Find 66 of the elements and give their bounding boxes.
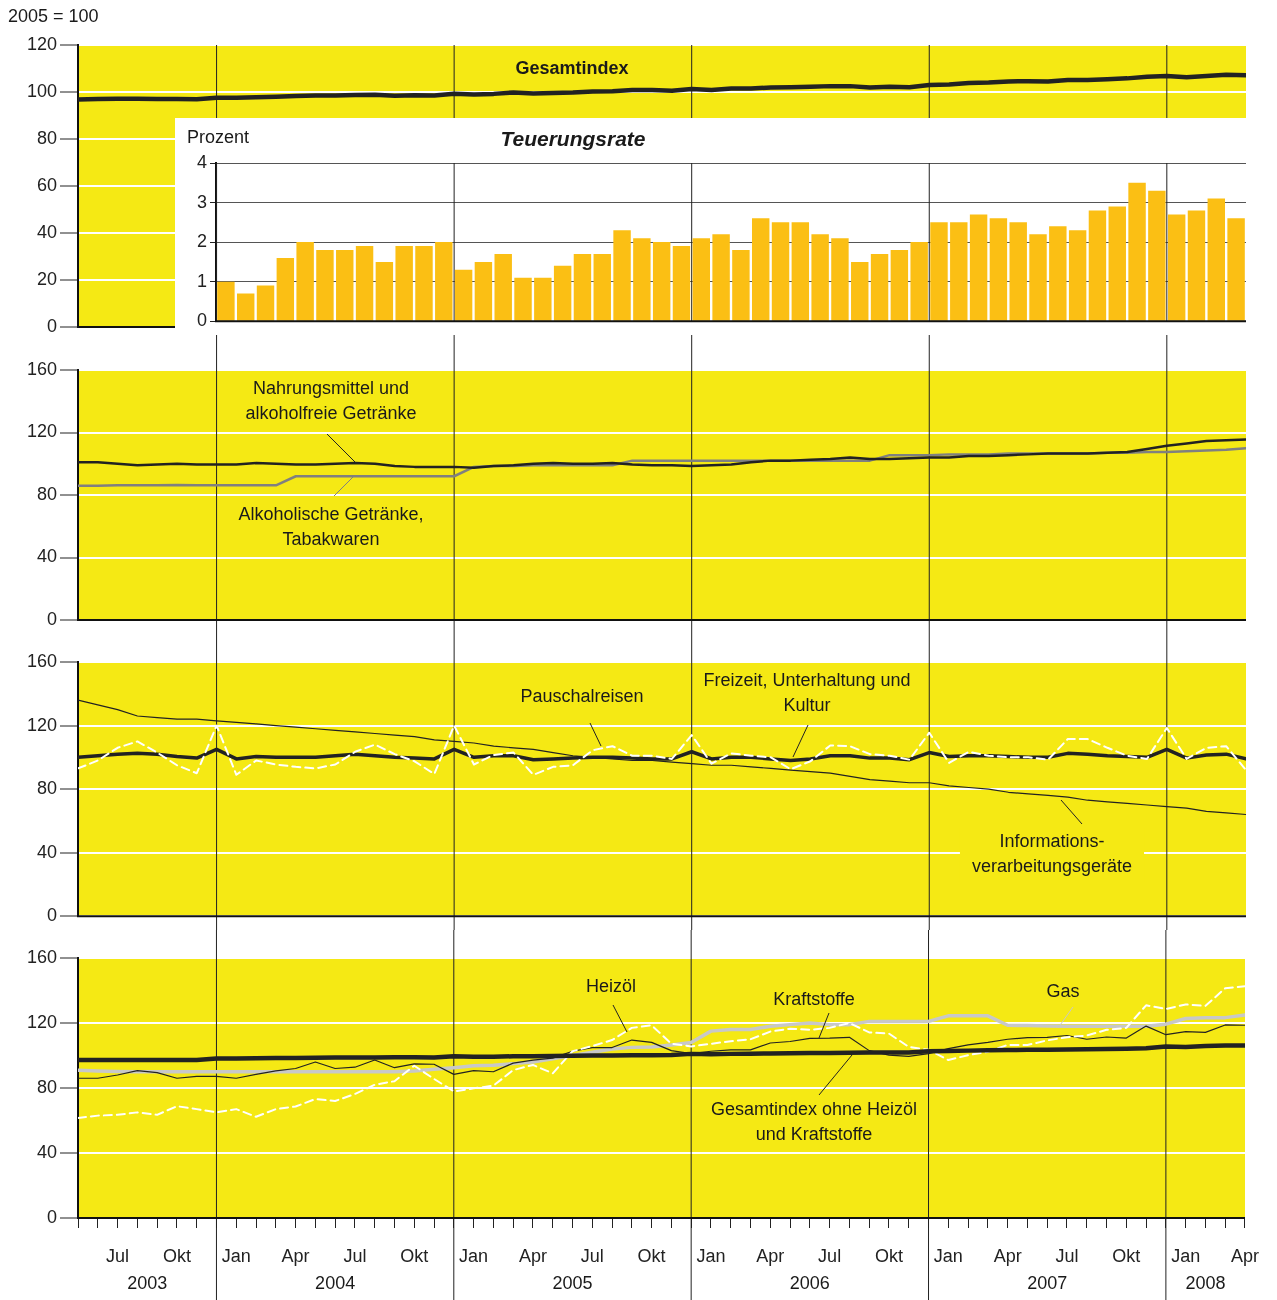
text: 2006 xyxy=(789,1272,830,1293)
x-tick-label: Jul xyxy=(106,1245,130,1266)
x-tick-label: Jan xyxy=(1171,1245,1201,1266)
y-tick-label: 0 xyxy=(46,1206,57,1227)
y-tick-label: 0 xyxy=(46,315,57,336)
text: Pauschalreisen xyxy=(520,685,644,706)
x-tick-label: Jul xyxy=(580,1245,604,1266)
y-tick-label: 120 xyxy=(26,1011,57,1032)
y-tick-label: 80 xyxy=(36,778,57,799)
y-tick-label: 80 xyxy=(36,483,57,504)
y-tick-label: 160 xyxy=(26,650,57,671)
y-axis-title: Prozent xyxy=(187,126,250,147)
y-axis-title: 2005 = 100 xyxy=(8,5,99,26)
y-tick-label: 0 xyxy=(196,310,207,331)
x-tick-label: Jan xyxy=(459,1245,489,1266)
y-tick-label: 40 xyxy=(36,221,57,242)
y-tick-label: 0 xyxy=(46,905,57,926)
y-tick-label: 60 xyxy=(36,174,57,195)
y-tick-label: 80 xyxy=(36,127,57,148)
legend-label: Informations-verarbeitungsgeräte xyxy=(971,830,1133,876)
y-tick-label: 1 xyxy=(196,270,207,291)
text: 2008 xyxy=(1185,1272,1226,1293)
x-tick-label: Okt xyxy=(874,1245,903,1266)
x-tick-label: Jul xyxy=(1055,1245,1079,1266)
y-tick-label: 40 xyxy=(36,1141,57,1162)
y-tick-label: 120 xyxy=(26,421,57,442)
y-tick-label: 4 xyxy=(196,151,207,172)
series-label: Kraftstoffe xyxy=(773,988,855,1009)
x-tick-label: Jan xyxy=(696,1245,726,1266)
x-tick-label: Jan xyxy=(933,1245,963,1266)
x-tick-label: Jul xyxy=(818,1245,842,1266)
x-tick-label: Okt xyxy=(1112,1245,1141,1266)
x-tick-label: Apr xyxy=(281,1245,310,1266)
legend-label: Alkoholische Getränke, Tabakwaren xyxy=(238,503,424,549)
x-tick-label: Apr xyxy=(756,1245,785,1266)
text: 2004 xyxy=(315,1272,356,1293)
x-tick-label: Okt xyxy=(400,1245,429,1266)
y-tick-label: 20 xyxy=(36,268,57,289)
x-tick-label: Okt xyxy=(637,1245,666,1266)
series-label: Gas xyxy=(1046,980,1080,1001)
y-tick-label: 3 xyxy=(196,191,207,212)
text: 2007 xyxy=(1027,1272,1068,1293)
series-label: Gesamtindex xyxy=(515,57,629,78)
x-tick-label: Apr xyxy=(1230,1245,1259,1266)
text: 2003 xyxy=(127,1272,168,1293)
x-tick-label: Jan xyxy=(221,1245,251,1266)
series-label: Heizöl xyxy=(585,975,637,996)
y-tick-label: 120 xyxy=(26,33,57,54)
text: Freizeit, Unterhaltung und Kultur xyxy=(703,669,911,715)
y-tick-label: 100 xyxy=(26,80,57,101)
legend-label: Gesamtindex ohne Heizöl und Kraftstoffe xyxy=(710,1098,918,1144)
text: 2005 xyxy=(552,1272,593,1293)
y-tick-label: 80 xyxy=(36,1076,57,1097)
y-tick-label: 40 xyxy=(36,546,57,567)
x-tick-label: Apr xyxy=(518,1245,547,1266)
chart-title: Teuerungsrate xyxy=(500,126,646,150)
text: Nahrungsmittel und alkoholfreie Getränke xyxy=(245,377,417,423)
y-tick-label: 160 xyxy=(26,358,57,379)
y-tick-label: 120 xyxy=(26,714,57,735)
x-tick-label: Jul xyxy=(343,1245,367,1266)
y-tick-label: 40 xyxy=(36,841,57,862)
x-tick-label: Okt xyxy=(162,1245,191,1266)
x-tick-label: Apr xyxy=(993,1245,1022,1266)
y-tick-label: 2 xyxy=(196,231,207,252)
y-tick-label: 160 xyxy=(26,946,57,967)
y-tick-label: 0 xyxy=(46,608,57,629)
